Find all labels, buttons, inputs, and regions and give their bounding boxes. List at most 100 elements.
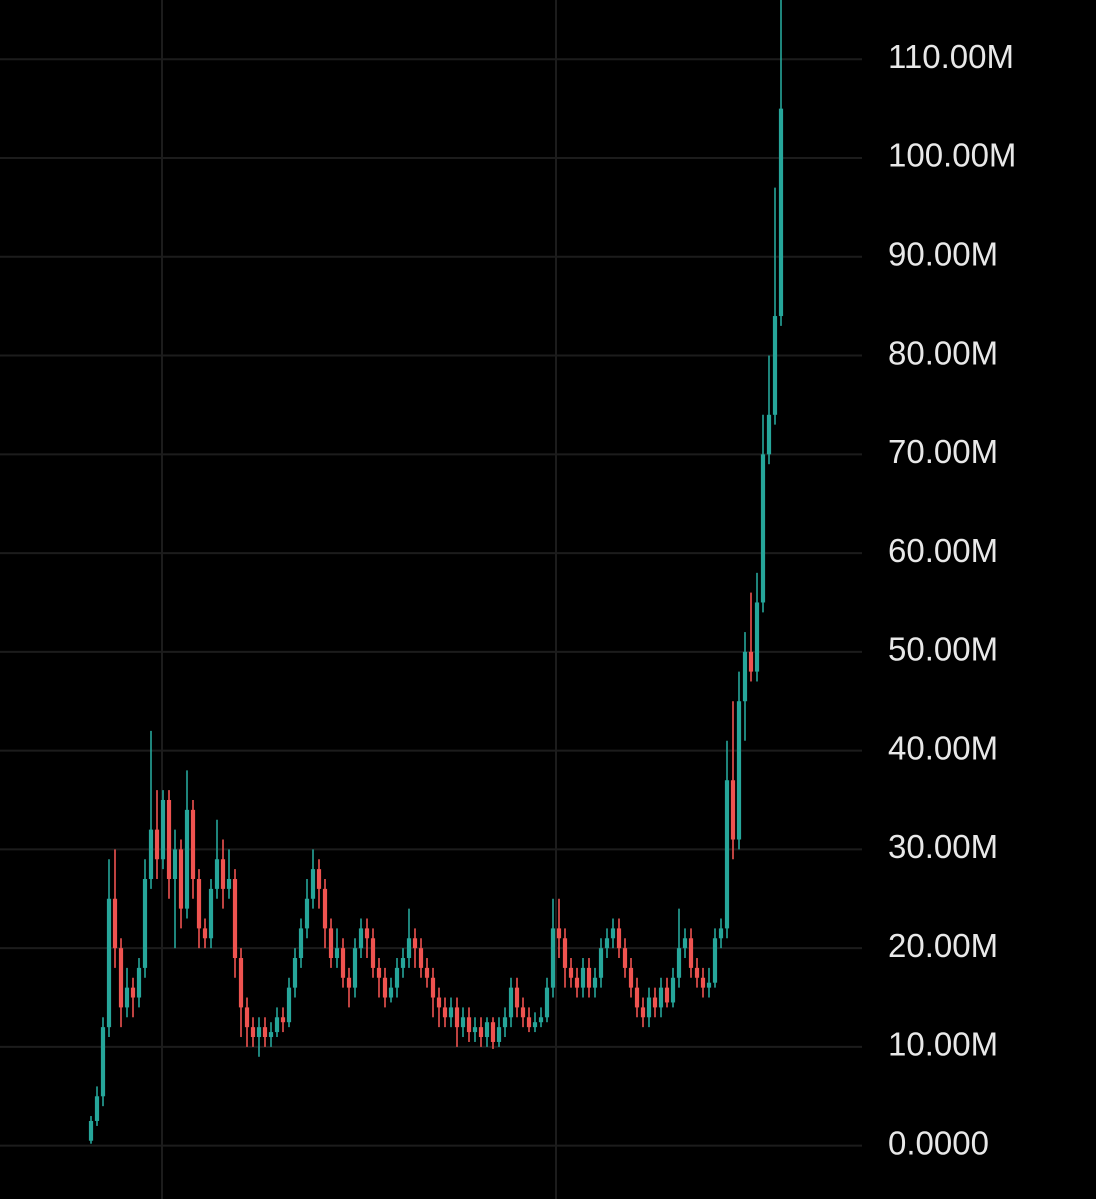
- y-tick-label: 30.00M: [888, 828, 998, 865]
- candle-body: [142, 879, 148, 968]
- candle-body: [340, 948, 346, 978]
- candle-body: [496, 1027, 502, 1042]
- candle-body: [376, 967, 382, 978]
- candle-body: [370, 938, 376, 968]
- candle-body: [88, 1120, 94, 1141]
- candle-body: [400, 958, 406, 968]
- candle-body: [622, 948, 628, 968]
- candle-body: [712, 938, 718, 983]
- candle-body: [718, 928, 724, 939]
- candle-body: [628, 967, 634, 988]
- candle-body: [616, 928, 622, 949]
- candle-body: [136, 967, 142, 998]
- candle-body: [244, 1007, 250, 1028]
- candle-body: [658, 987, 664, 1008]
- candle-body: [574, 977, 580, 988]
- candle-body: [736, 701, 742, 840]
- y-tick-label: 0.0000: [888, 1124, 989, 1161]
- candle-body: [568, 967, 574, 978]
- candle-body: [436, 997, 442, 1008]
- candle-body: [724, 780, 730, 929]
- candle-body: [118, 948, 124, 1008]
- candle-body: [226, 879, 232, 889]
- candle-body: [148, 829, 154, 880]
- candle-body: [208, 888, 214, 939]
- candle-body: [502, 1017, 508, 1028]
- candle-body: [364, 928, 370, 939]
- candle-body: [238, 958, 244, 1008]
- candle-body: [676, 948, 682, 978]
- candle-body: [652, 997, 658, 1008]
- candle-body: [682, 938, 688, 949]
- y-tick-label: 10.00M: [888, 1026, 998, 1063]
- candle-body: [280, 1017, 286, 1023]
- price-axis: 0.0000 10.00M 20.00M 30.00M 40.00M 50.00M 60.0…: [888, 38, 1016, 1161]
- candle-body: [490, 1022, 496, 1042]
- candle-body: [772, 316, 778, 415]
- candle-body: [424, 967, 430, 978]
- candle-body: [316, 869, 322, 889]
- candle-body: [748, 651, 754, 672]
- candle-body: [346, 977, 352, 988]
- candle-body: [220, 859, 226, 889]
- candle-body: [268, 1032, 274, 1038]
- candles: [88, 0, 784, 1144]
- candle-body: [328, 928, 334, 959]
- candle-body: [256, 1027, 262, 1038]
- candle-body: [232, 879, 238, 959]
- candle-body: [508, 987, 514, 1018]
- candle-body: [538, 1017, 544, 1023]
- candle-body: [586, 967, 592, 988]
- candle-body: [754, 602, 760, 672]
- candle-body: [394, 967, 400, 988]
- candle-body: [670, 977, 676, 1003]
- candle-body: [352, 948, 358, 988]
- candle-body: [610, 928, 616, 939]
- candle-body: [166, 799, 172, 880]
- candle-body: [202, 928, 208, 939]
- candle-body: [742, 651, 748, 702]
- candle-body: [730, 780, 736, 840]
- candle-body: [556, 928, 562, 939]
- candle-body: [592, 977, 598, 988]
- candle-body: [160, 799, 166, 860]
- candle-body: [472, 1027, 478, 1033]
- candle-body: [580, 967, 586, 988]
- y-tick-label: 60.00M: [888, 532, 998, 569]
- candle-body: [430, 977, 436, 998]
- candle-body: [112, 898, 118, 949]
- candle-body: [466, 1017, 472, 1033]
- candle-body: [514, 987, 520, 1008]
- candle-body: [706, 982, 712, 988]
- y-tick-label: 50.00M: [888, 631, 998, 668]
- candle-body: [388, 987, 394, 998]
- candle-body: [334, 948, 340, 959]
- y-tick-label: 90.00M: [888, 236, 998, 273]
- candle-body: [382, 977, 388, 998]
- candle-body: [304, 898, 310, 929]
- candle-body: [172, 849, 178, 880]
- candle-body: [154, 829, 160, 860]
- candle-body: [358, 928, 364, 949]
- candle-body: [298, 928, 304, 959]
- candle-body: [604, 938, 610, 949]
- candle-body: [484, 1022, 490, 1038]
- candle-body: [178, 849, 184, 909]
- y-tick-label: 70.00M: [888, 433, 998, 470]
- candle-body: [292, 958, 298, 988]
- candle-body: [130, 987, 136, 998]
- grid: [0, 58, 862, 1147]
- candle-body: [766, 414, 772, 455]
- candle-body: [526, 1017, 532, 1028]
- candle-body: [478, 1027, 484, 1038]
- candle-body: [406, 938, 412, 959]
- candle-body: [460, 1017, 466, 1028]
- candle-body: [412, 938, 418, 949]
- candle-body: [418, 948, 424, 968]
- candle-body: [124, 987, 130, 1008]
- candle-body: [778, 108, 784, 317]
- candle-body: [100, 1027, 106, 1097]
